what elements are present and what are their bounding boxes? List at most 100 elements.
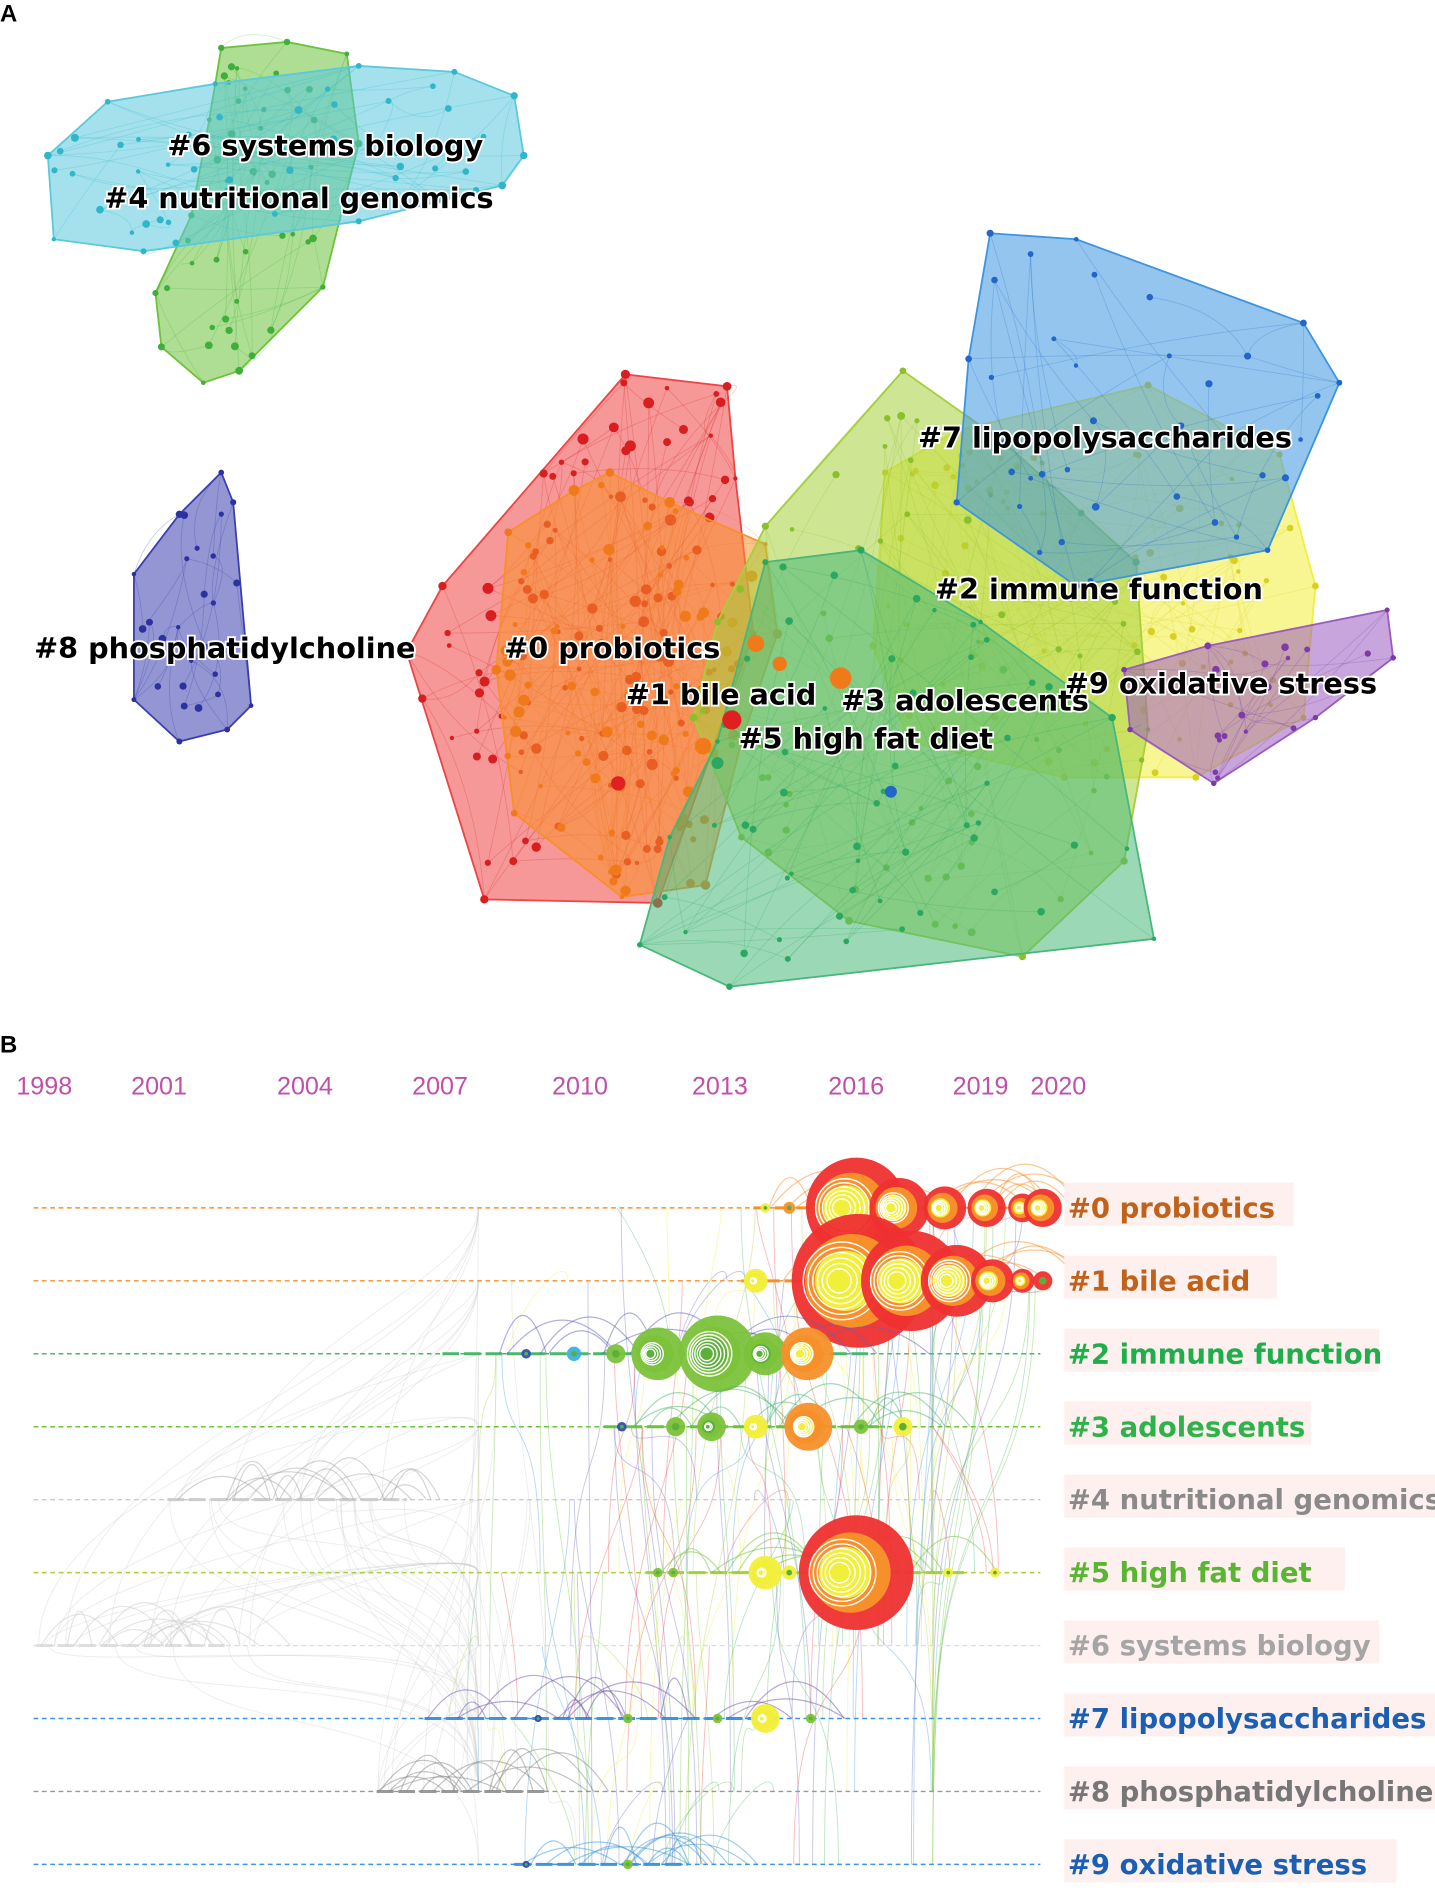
- reference-node[interactable]: [538, 783, 543, 789]
- reference-node[interactable]: [176, 625, 181, 630]
- reference-node[interactable]: [1384, 607, 1390, 613]
- cluster-8[interactable]: [131, 469, 254, 745]
- reference-node[interactable]: [1212, 665, 1220, 674]
- reference-node[interactable]: [449, 735, 455, 741]
- reference-node[interactable]: [699, 707, 706, 714]
- citation-burst-node[interactable]: [805, 1713, 816, 1724]
- reference-node[interactable]: [637, 942, 643, 948]
- reference-node[interactable]: [224, 187, 230, 194]
- reference-node[interactable]: [444, 629, 451, 637]
- reference-node[interactable]: [482, 582, 494, 594]
- reference-node[interactable]: [605, 468, 615, 477]
- reference-node[interactable]: [374, 140, 380, 146]
- reference-node[interactable]: [568, 484, 580, 496]
- citation-burst-node[interactable]: [623, 1713, 633, 1724]
- reference-node[interactable]: [518, 694, 530, 706]
- timeline-row-8[interactable]: #8 phosphatidylcholine: [33, 1747, 1435, 1810]
- reference-node[interactable]: [891, 762, 899, 770]
- reference-node[interactable]: [577, 433, 589, 445]
- reference-node[interactable]: [582, 758, 591, 766]
- reference-node[interactable]: [522, 837, 529, 845]
- reference-node[interactable]: [1286, 524, 1294, 532]
- reference-node[interactable]: [1237, 627, 1243, 634]
- reference-node[interactable]: [165, 162, 171, 167]
- citation-burst-node[interactable]: [780, 1327, 834, 1381]
- reference-node[interactable]: [907, 457, 914, 464]
- reference-node[interactable]: [1238, 711, 1246, 719]
- reference-node[interactable]: [567, 681, 577, 691]
- reference-node[interactable]: [212, 671, 218, 677]
- reference-node[interactable]: [1091, 271, 1098, 278]
- reference-node[interactable]: [554, 623, 560, 629]
- reference-node[interactable]: [857, 546, 865, 554]
- reference-node[interactable]: [1214, 732, 1222, 739]
- reference-node[interactable]: [213, 256, 220, 263]
- reference-node[interactable]: [484, 859, 491, 866]
- reference-node[interactable]: [715, 397, 726, 408]
- citation-burst-node[interactable]: [1010, 1268, 1035, 1293]
- reference-node[interactable]: [888, 655, 896, 663]
- reference-node[interactable]: [510, 809, 518, 817]
- citation-burst-node[interactable]: [679, 1315, 756, 1393]
- reference-node[interactable]: [176, 738, 183, 745]
- reference-node[interactable]: [56, 147, 64, 155]
- reference-node[interactable]: [970, 834, 978, 842]
- reference-node[interactable]: [1111, 598, 1119, 605]
- cluster-5[interactable]: [637, 546, 1157, 990]
- reference-node[interactable]: [711, 822, 717, 828]
- reference-node[interactable]: [789, 871, 794, 876]
- reference-node[interactable]: [1028, 475, 1034, 481]
- reference-node[interactable]: [152, 290, 159, 297]
- citation-burst-node[interactable]: [623, 1859, 633, 1870]
- reference-node[interactable]: [172, 239, 180, 247]
- reference-node[interactable]: [283, 38, 291, 46]
- citation-burst-node[interactable]: [971, 1259, 1015, 1303]
- reference-node[interactable]: [184, 556, 190, 562]
- reference-node[interactable]: [855, 858, 861, 864]
- timeline-row-7[interactable]: #7 lipopolysaccharides: [33, 1674, 1435, 1737]
- reference-node[interactable]: [1205, 380, 1213, 388]
- reference-node[interactable]: [234, 298, 240, 304]
- reference-node[interactable]: [670, 771, 676, 777]
- reference-node[interactable]: [331, 101, 338, 108]
- reference-node[interactable]: [157, 343, 165, 351]
- reference-node[interactable]: [663, 438, 672, 447]
- reference-node[interactable]: [672, 508, 679, 514]
- citation-burst-node[interactable]: [798, 1515, 914, 1631]
- reference-node[interactable]: [474, 728, 480, 734]
- reference-node[interactable]: [392, 174, 399, 182]
- reference-node[interactable]: [558, 459, 565, 465]
- reference-node[interactable]: [70, 133, 79, 142]
- timeline-row-1[interactable]: #1 bile acid: [33, 1213, 1277, 1348]
- reference-node[interactable]: [260, 150, 267, 157]
- reference-node[interactable]: [590, 687, 600, 697]
- reference-node[interactable]: [781, 748, 789, 756]
- reference-node[interactable]: [154, 683, 162, 690]
- reference-node[interactable]: [480, 133, 487, 140]
- reference-node[interactable]: [1188, 625, 1196, 633]
- citation-burst-node[interactable]: [750, 1704, 780, 1733]
- reference-node[interactable]: [963, 516, 972, 524]
- reference-node[interactable]: [597, 854, 604, 861]
- reference-node[interactable]: [355, 218, 362, 225]
- reference-node[interactable]: [225, 326, 233, 335]
- reference-node[interactable]: [784, 875, 790, 881]
- reference-node[interactable]: [230, 499, 237, 506]
- citation-burst-node[interactable]: [521, 1348, 531, 1359]
- citation-burst-node[interactable]: [631, 1327, 685, 1381]
- timeline-cluster-label-0[interactable]: #0 probiotics: [1064, 1182, 1294, 1226]
- reference-node[interactable]: [200, 590, 208, 598]
- citation-burst-node[interactable]: [784, 1402, 833, 1451]
- reference-node[interactable]: [661, 894, 668, 901]
- timeline-row-2[interactable]: #2 immune function: [33, 1312, 1382, 1393]
- reference-node[interactable]: [324, 86, 331, 92]
- reference-node[interactable]: [500, 645, 512, 657]
- reference-node[interactable]: [689, 713, 698, 722]
- timeline-row-5[interactable]: #5 high fat diet: [33, 1515, 1346, 1631]
- reference-node[interactable]: [679, 610, 691, 622]
- reference-node[interactable]: [779, 563, 787, 571]
- reference-node[interactable]: [917, 909, 924, 917]
- reference-node[interactable]: [1215, 775, 1221, 781]
- timeline-row-6[interactable]: #6 systems biology: [33, 1602, 1380, 1664]
- reference-node[interactable]: [227, 63, 236, 71]
